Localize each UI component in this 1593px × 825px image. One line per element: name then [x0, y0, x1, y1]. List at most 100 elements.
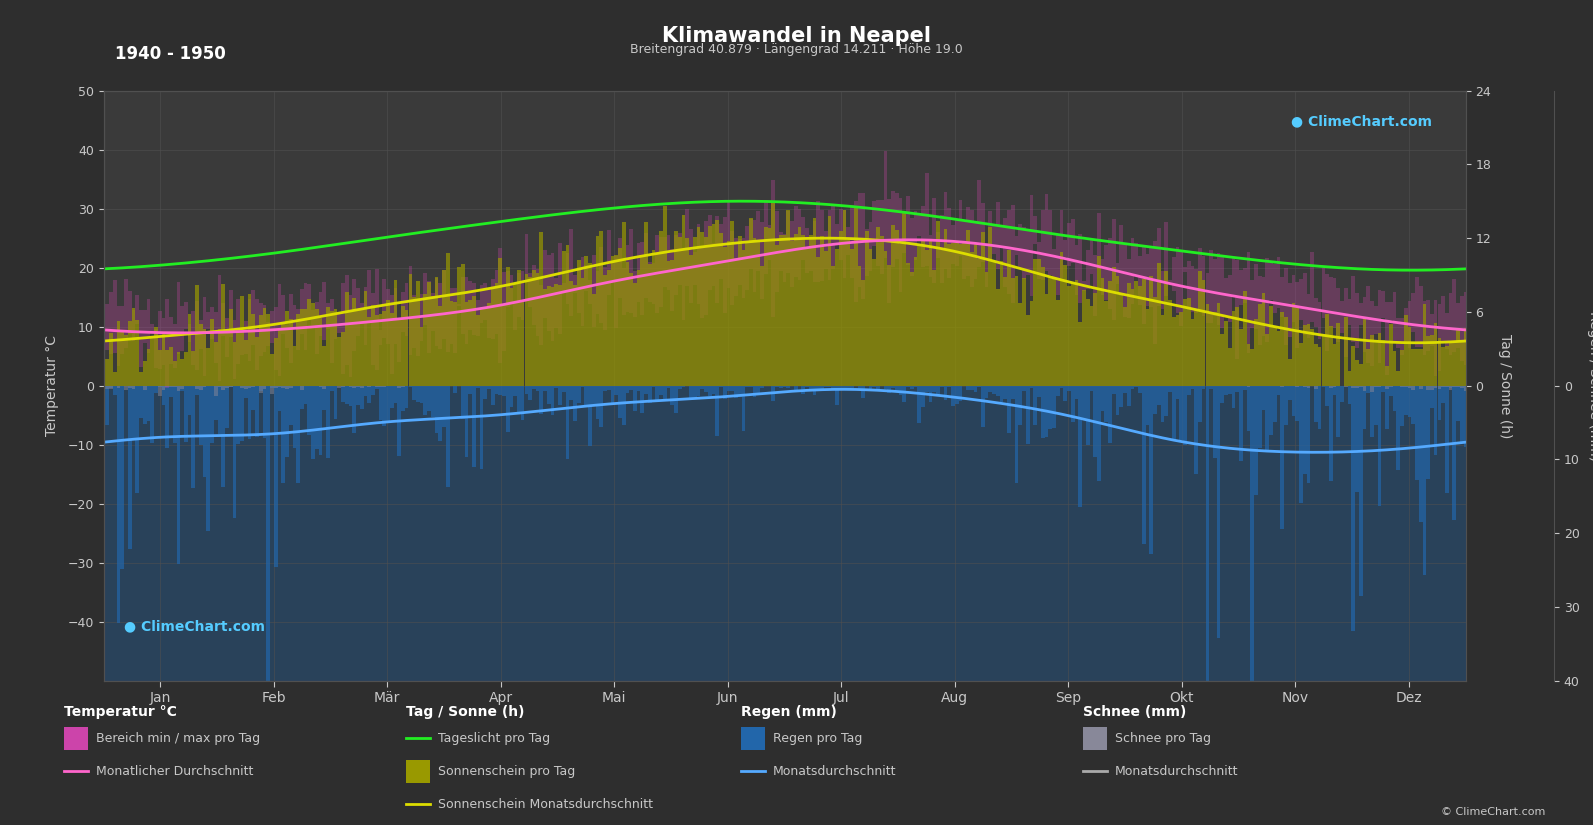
- Bar: [449, 301, 454, 386]
- Bar: [132, 386, 135, 441]
- Bar: [1187, 262, 1190, 310]
- Bar: [374, 315, 379, 386]
- Bar: [663, 386, 667, 398]
- Bar: [397, 386, 401, 456]
- Bar: [161, 318, 166, 365]
- Bar: [951, 386, 954, 406]
- Text: Sonnenschein Monatsdurchschnitt: Sonnenschein Monatsdurchschnitt: [438, 798, 653, 811]
- Bar: [487, 303, 491, 386]
- Bar: [682, 215, 685, 386]
- Bar: [1254, 318, 1258, 386]
- Bar: [873, 386, 876, 387]
- Bar: [1459, 340, 1464, 386]
- Bar: [274, 386, 277, 567]
- Bar: [479, 307, 483, 386]
- Bar: [443, 386, 446, 427]
- Bar: [304, 386, 307, 403]
- Text: Temperatur °C: Temperatur °C: [64, 705, 177, 719]
- Bar: [1254, 386, 1258, 495]
- Bar: [346, 292, 349, 386]
- Bar: [1034, 216, 1037, 244]
- Bar: [1209, 250, 1212, 323]
- Bar: [701, 232, 704, 386]
- Bar: [1153, 241, 1157, 344]
- Bar: [1098, 213, 1101, 270]
- Bar: [121, 306, 124, 355]
- Bar: [172, 386, 177, 443]
- Bar: [701, 248, 704, 318]
- Bar: [820, 210, 824, 281]
- Bar: [513, 386, 518, 396]
- Bar: [1373, 386, 1378, 425]
- Bar: [263, 386, 266, 438]
- Bar: [632, 271, 637, 317]
- Bar: [132, 309, 135, 342]
- Bar: [1298, 343, 1303, 386]
- Bar: [202, 386, 207, 387]
- Bar: [989, 386, 992, 392]
- Bar: [185, 386, 188, 442]
- Bar: [143, 310, 147, 343]
- Bar: [169, 386, 172, 387]
- Bar: [1153, 386, 1157, 414]
- Bar: [690, 386, 693, 399]
- Bar: [1179, 313, 1184, 386]
- Bar: [180, 386, 183, 389]
- Bar: [1400, 318, 1403, 355]
- Bar: [1453, 386, 1456, 388]
- Bar: [1314, 344, 1317, 386]
- Bar: [854, 201, 857, 302]
- Bar: [1317, 386, 1322, 429]
- Bar: [1258, 276, 1262, 345]
- Bar: [424, 386, 427, 415]
- Bar: [1459, 295, 1464, 361]
- Bar: [932, 386, 937, 393]
- Bar: [895, 193, 898, 258]
- Bar: [723, 386, 726, 398]
- Bar: [793, 206, 798, 276]
- Bar: [1431, 335, 1434, 386]
- Bar: [247, 386, 252, 389]
- Bar: [288, 386, 293, 425]
- Bar: [135, 295, 139, 323]
- Bar: [1220, 256, 1223, 328]
- Bar: [977, 386, 981, 387]
- Bar: [1408, 386, 1411, 417]
- Bar: [424, 273, 427, 325]
- Bar: [510, 386, 513, 408]
- Bar: [577, 261, 580, 386]
- Bar: [465, 386, 468, 457]
- Bar: [368, 270, 371, 322]
- Bar: [741, 386, 746, 431]
- Bar: [210, 307, 213, 339]
- Bar: [1157, 263, 1161, 386]
- Bar: [132, 308, 135, 386]
- Bar: [535, 386, 540, 391]
- Bar: [1037, 259, 1040, 386]
- Bar: [349, 312, 352, 386]
- Bar: [229, 309, 233, 386]
- Bar: [707, 214, 712, 290]
- Bar: [1109, 281, 1112, 386]
- Bar: [521, 271, 524, 320]
- Bar: [596, 237, 599, 386]
- Bar: [382, 279, 386, 338]
- Text: Tag / Sonne (h): Tag / Sonne (h): [406, 705, 524, 719]
- Bar: [1015, 276, 1018, 386]
- Bar: [884, 251, 887, 386]
- Bar: [580, 386, 585, 387]
- Bar: [1400, 386, 1403, 427]
- Bar: [1004, 386, 1007, 399]
- Bar: [1423, 301, 1426, 355]
- Bar: [247, 386, 252, 439]
- Bar: [929, 240, 932, 386]
- Bar: [723, 248, 726, 386]
- Bar: [225, 318, 229, 357]
- Bar: [835, 386, 840, 404]
- Bar: [828, 210, 832, 280]
- Bar: [1161, 271, 1164, 309]
- Bar: [218, 329, 221, 386]
- Text: Klimawandel in Neapel: Klimawandel in Neapel: [663, 26, 930, 46]
- Bar: [730, 221, 734, 386]
- Bar: [873, 259, 876, 386]
